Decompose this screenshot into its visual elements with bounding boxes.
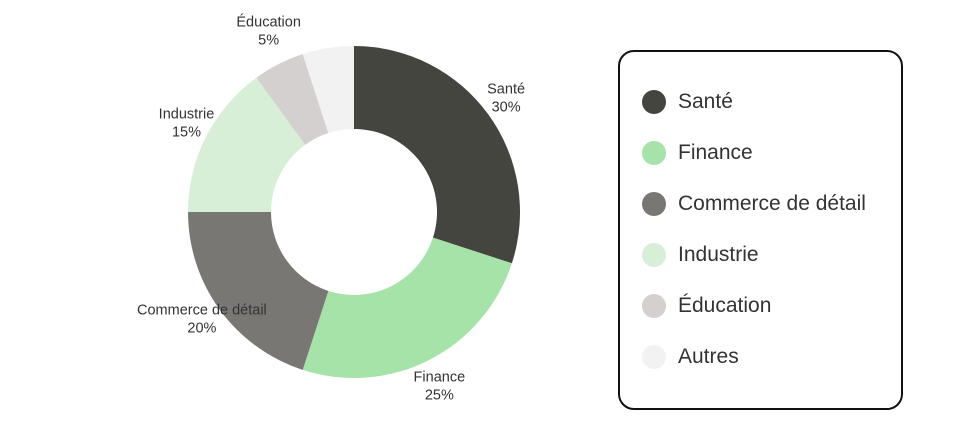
- slice-label-sante: Santé: [487, 81, 525, 97]
- donut-slice-industrie: [188, 77, 306, 212]
- donut-slice-commerce-de-detail: [188, 212, 329, 370]
- legend-label-commerce: Commerce de détail: [678, 192, 866, 215]
- legend-swatch-industrie: [642, 243, 666, 267]
- legend-item-autres: Autres: [642, 345, 866, 396]
- legend-item-education: Éducation: [642, 294, 866, 345]
- donut-slice-autres: [302, 46, 354, 134]
- legend-swatch-sante: [642, 90, 666, 114]
- legend-label-finance: Finance: [678, 141, 753, 164]
- legend-label-sante: Santé: [678, 90, 733, 113]
- legend-list: Santé Finance Commerce de détail Industr…: [642, 90, 866, 396]
- legend-swatch-finance: [642, 141, 666, 165]
- slice-label-industrie: Industrie: [159, 107, 215, 123]
- legend-label-industrie: Industrie: [678, 243, 759, 266]
- legend-label-education: Éducation: [678, 294, 772, 317]
- legend-label-autres: Autres: [678, 345, 739, 368]
- slice-value-sante: 30%: [492, 99, 521, 115]
- legend-item-sante: Santé: [642, 90, 866, 141]
- slice-value-finance: 25%: [425, 388, 454, 404]
- slice-label-commerce-de-detail: Commerce de détail: [137, 303, 267, 319]
- legend-item-finance: Finance: [642, 141, 866, 192]
- slice-label-finance: Finance: [414, 370, 466, 386]
- slice-label-education: Éducation: [236, 13, 301, 30]
- legend-item-industrie: Industrie: [642, 243, 866, 294]
- legend-item-commerce: Commerce de détail: [642, 192, 866, 243]
- legend-swatch-education: [642, 294, 666, 318]
- donut-slice-education: [256, 54, 329, 145]
- legend-swatch-commerce: [642, 192, 666, 216]
- donut-slice-sante: [354, 46, 520, 264]
- legend: Santé Finance Commerce de détail Industr…: [618, 50, 903, 410]
- donut-slices: [188, 46, 520, 378]
- donut-chart: Santé 30% Finance 25% Commerce de détail 20% I…: [137, 13, 525, 403]
- slice-value-education: 5%: [258, 32, 279, 48]
- legend-swatch-autres: [642, 345, 666, 369]
- donut-slice-finance: [302, 237, 512, 378]
- slice-value-industrie: 15%: [172, 125, 201, 141]
- slice-labels: Santé 30% Finance 25% Commerce de détail 20% I…: [137, 13, 525, 403]
- slice-value-commerce-de-detail: 20%: [187, 321, 216, 337]
